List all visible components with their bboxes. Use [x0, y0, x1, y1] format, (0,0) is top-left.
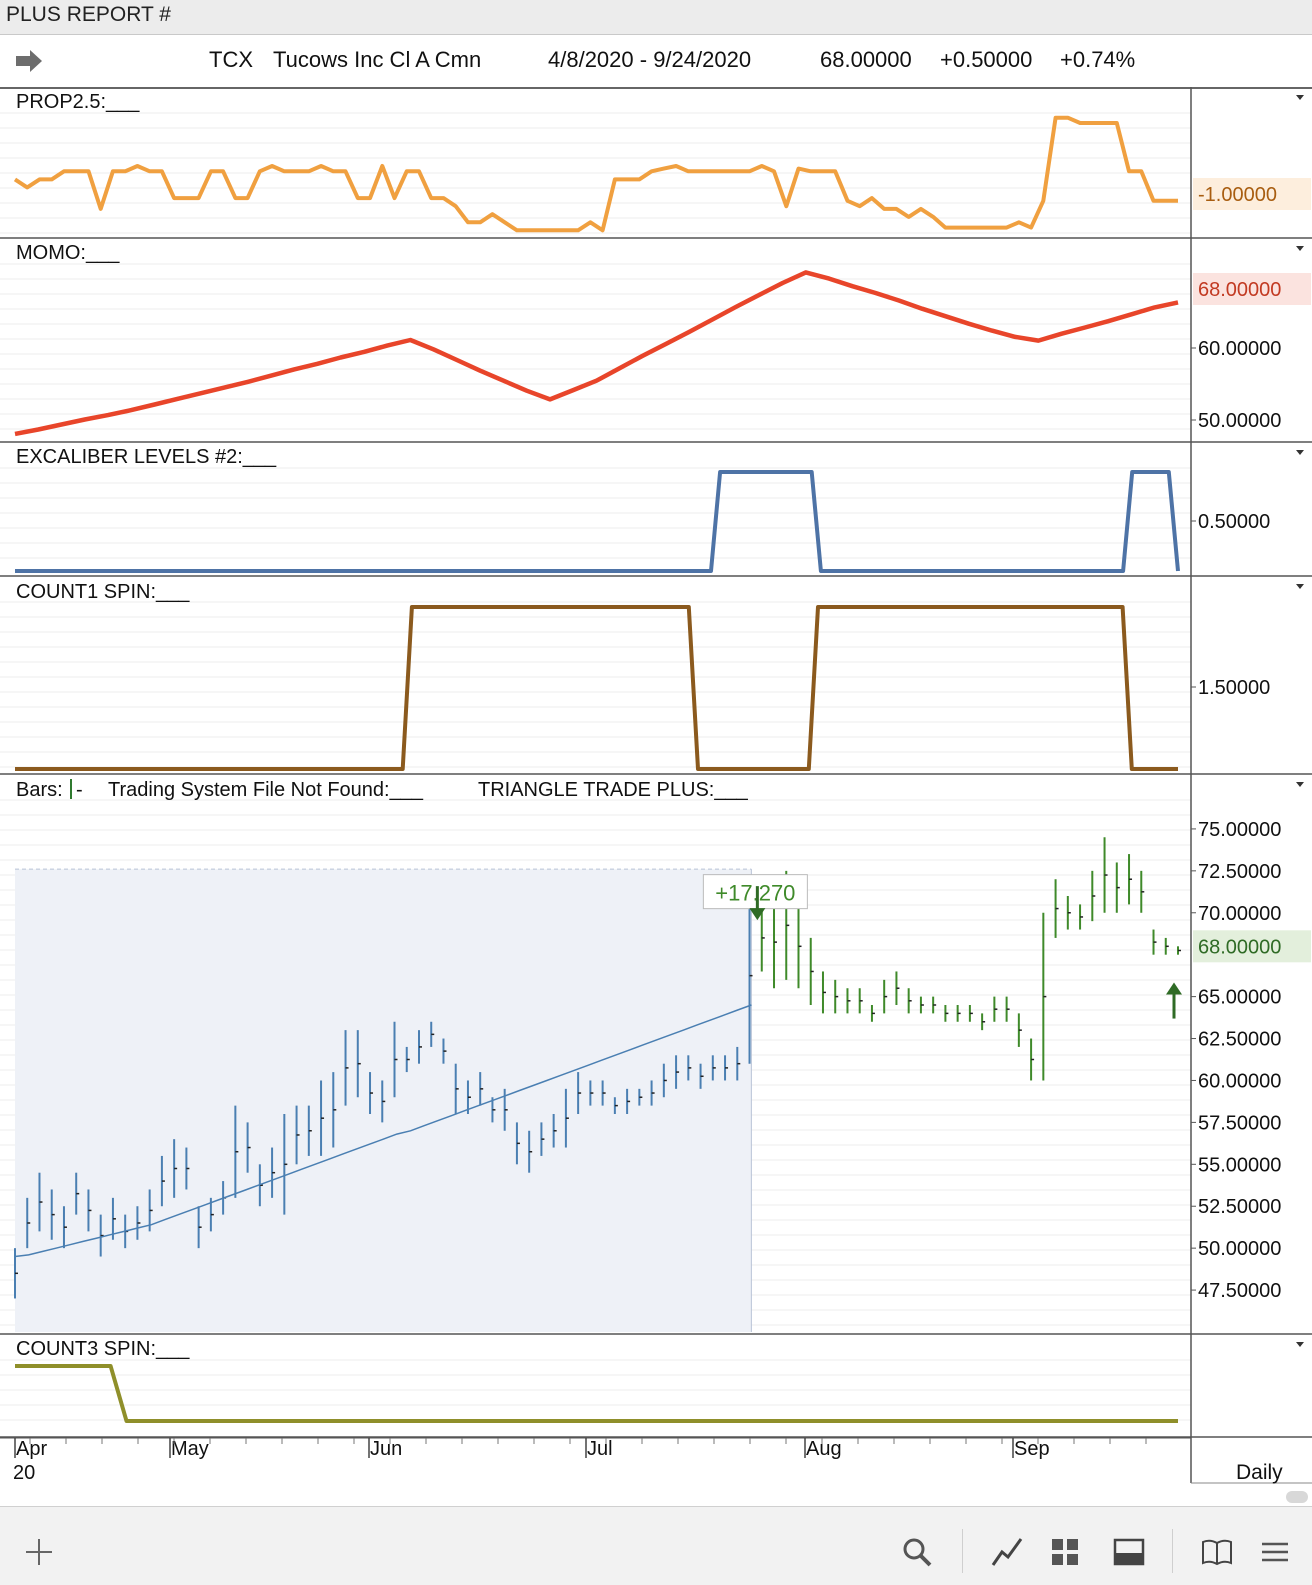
timeframe-label[interactable]: Daily [1236, 1461, 1283, 1484]
prop-last-value: -1.00000 [1198, 184, 1277, 206]
window-title: PLUS REPORT # [6, 3, 171, 26]
price-y-tick: 57.50000 [1198, 1112, 1281, 1134]
price-y-tick: 47.50000 [1198, 1280, 1281, 1302]
horizontal-scrollbar[interactable] [1286, 1491, 1308, 1503]
prop-last-value-bg [1193, 178, 1311, 210]
triangle-legend: TRIANGLE TRADE PLUS:___ [478, 779, 749, 801]
bars-legend-suffix: - [76, 779, 83, 801]
net-change: +0.50000 [940, 47, 1033, 72]
price-last-value: 68.00000 [1198, 936, 1281, 958]
date-range: 4/8/2020 - 9/24/2020 [548, 47, 752, 72]
panel-menu-caret-icon [1296, 95, 1304, 100]
panel-menu-caret-icon [1296, 450, 1304, 455]
menu-icon[interactable] [1258, 1535, 1292, 1569]
panel-menu-caret-icon [1296, 584, 1304, 589]
buy-arrow-up-icon [1166, 982, 1182, 995]
excaliber-panel-title: EXCALIBER LEVELS #2:___ [16, 446, 277, 468]
panel-menu-caret-icon [1296, 782, 1304, 787]
book-icon[interactable] [1200, 1535, 1234, 1569]
x-axis-month-label: Jun [370, 1438, 402, 1460]
momo-panel-title: MOMO:___ [16, 242, 120, 264]
last-price: 68.00000 [820, 47, 912, 72]
price-y-tick: 72.50000 [1198, 861, 1281, 883]
search-icon[interactable] [900, 1535, 934, 1569]
bars-legend-label: Bars: [16, 779, 63, 801]
percent-change: +0.74% [1060, 47, 1136, 72]
count1-series-line [15, 605, 1178, 771]
price-y-tick: 50.00000 [1198, 1238, 1281, 1260]
price-y-tick: 62.50000 [1198, 1029, 1281, 1051]
moving-average-line [14, 1004, 752, 1258]
line-chart-icon[interactable] [990, 1535, 1024, 1569]
quote-header: TCX Tucows Inc Cl A Cmn 4/8/2020 - 9/24/… [0, 35, 1312, 89]
x-axis-month-label: Sep [1014, 1438, 1050, 1460]
momo-series-line [14, 270, 1179, 437]
price-y-tick: 75.00000 [1198, 819, 1281, 841]
x-axis-month-label: Aug [806, 1438, 842, 1460]
toolbar-divider [1172, 1529, 1173, 1573]
chart-area[interactable]: PROP2.5:___ -1.00000 MOMO:___ 68.00000 60.00… [0, 87, 1312, 1506]
momo-last-value-bg [1193, 273, 1311, 305]
x-axis-year-label: 20 [13, 1462, 35, 1484]
panel-menu-caret-icon [1296, 246, 1304, 251]
trade-label-box [702, 874, 808, 910]
right-arrow-icon[interactable] [14, 48, 44, 74]
momo-y-tick: 50.00000 [1198, 410, 1281, 432]
x-axis-month-label: May [171, 1438, 209, 1460]
prop-panel-title: PROP2.5:___ [16, 91, 140, 113]
panel-menu-caret-icon [1296, 1342, 1304, 1347]
price-y-tick: 60.00000 [1198, 1070, 1281, 1092]
window-titlebar: PLUS REPORT # [0, 0, 1312, 35]
momo-last-value: 68.00000 [1198, 279, 1281, 301]
price-y-tick: 52.50000 [1198, 1196, 1281, 1218]
count1-y-tick: 1.50000 [1198, 677, 1270, 699]
toolbar-divider [962, 1529, 963, 1573]
prop-series-line [13, 115, 1178, 233]
symbol: TCX [209, 47, 253, 72]
count1-panel-title: COUNT1 SPIN:___ [16, 581, 190, 603]
bottom-toolbar [0, 1491, 1312, 1585]
price-y-tick: 55.00000 [1198, 1154, 1281, 1176]
price-y-tick: 65.00000 [1198, 987, 1281, 1009]
trade-profit-label: +17.270 [715, 881, 795, 906]
excaliber-series-line [15, 470, 1180, 573]
price-last-value-bg [1193, 930, 1311, 963]
count3-series-line [15, 1364, 1178, 1423]
sell-arrow-down-icon [749, 908, 766, 921]
panel-layout-icon[interactable] [1112, 1535, 1146, 1569]
momo-y-tick: 60.00000 [1198, 338, 1281, 360]
x-axis-month-label: Jul [587, 1438, 613, 1460]
x-axis-month-label: Apr [16, 1438, 47, 1460]
count3-panel-title: COUNT3 SPIN:___ [16, 1338, 190, 1360]
price-y-tick: 70.00000 [1198, 903, 1281, 925]
excaliber-y-tick: 0.50000 [1198, 511, 1270, 533]
add-icon[interactable] [22, 1535, 56, 1569]
security-name: Tucows Inc Cl A Cmn [273, 47, 482, 72]
trading-system-legend: Trading System File Not Found:___ [108, 779, 424, 801]
grid-layout-icon[interactable] [1048, 1535, 1082, 1569]
